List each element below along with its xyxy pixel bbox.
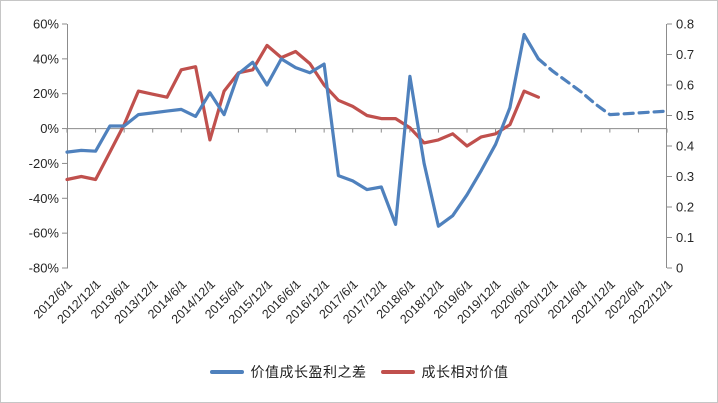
left-axis-tick-label: 60% xyxy=(33,17,59,32)
legend-label: 价值成长盈利之差 xyxy=(250,364,367,380)
right-axis-tick-label: 0.7 xyxy=(676,47,694,62)
left-axis-tick-label: 20% xyxy=(33,86,59,101)
legend-item-growth-relative-value[interactable]: 成长相对价值 xyxy=(380,362,509,382)
left-axis-tick-label: 0% xyxy=(40,121,59,136)
left-axis-tick-label: 40% xyxy=(33,51,59,66)
right-axis-tick-label: 0.5 xyxy=(676,108,694,123)
right-axis-tick-label: 0.4 xyxy=(676,139,694,154)
chart-legend: 价值成长盈利之差 成长相对价值 xyxy=(1,359,717,385)
left-axis-tick-label: -60% xyxy=(29,226,60,241)
blue-series-line-solid xyxy=(65,32,541,228)
right-axis-tick-label: 0.3 xyxy=(676,169,694,184)
right-axis-tick-label: 0.8 xyxy=(676,17,694,32)
legend-item-value-growth-profit-gap[interactable]: 价值成长盈利之差 xyxy=(209,362,367,382)
right-axis-tick-label: 0.2 xyxy=(676,200,694,215)
left-axis-tick-label: -80% xyxy=(29,261,60,276)
left-axis-tick-label: -20% xyxy=(29,156,60,171)
right-axis-tick-label: 0 xyxy=(676,261,683,276)
right-axis-tick-label: 0.6 xyxy=(676,78,694,93)
red-line-swatch-icon xyxy=(380,370,415,374)
right-axis-tick-label: 0.1 xyxy=(676,230,694,245)
red-series-line xyxy=(65,43,541,182)
legend-label: 成长相对价值 xyxy=(421,364,509,380)
blue-series-line-dashed-forecast xyxy=(536,57,669,117)
blue-line-swatch-icon xyxy=(209,370,244,374)
left-axis-tick-label: -40% xyxy=(29,191,60,206)
